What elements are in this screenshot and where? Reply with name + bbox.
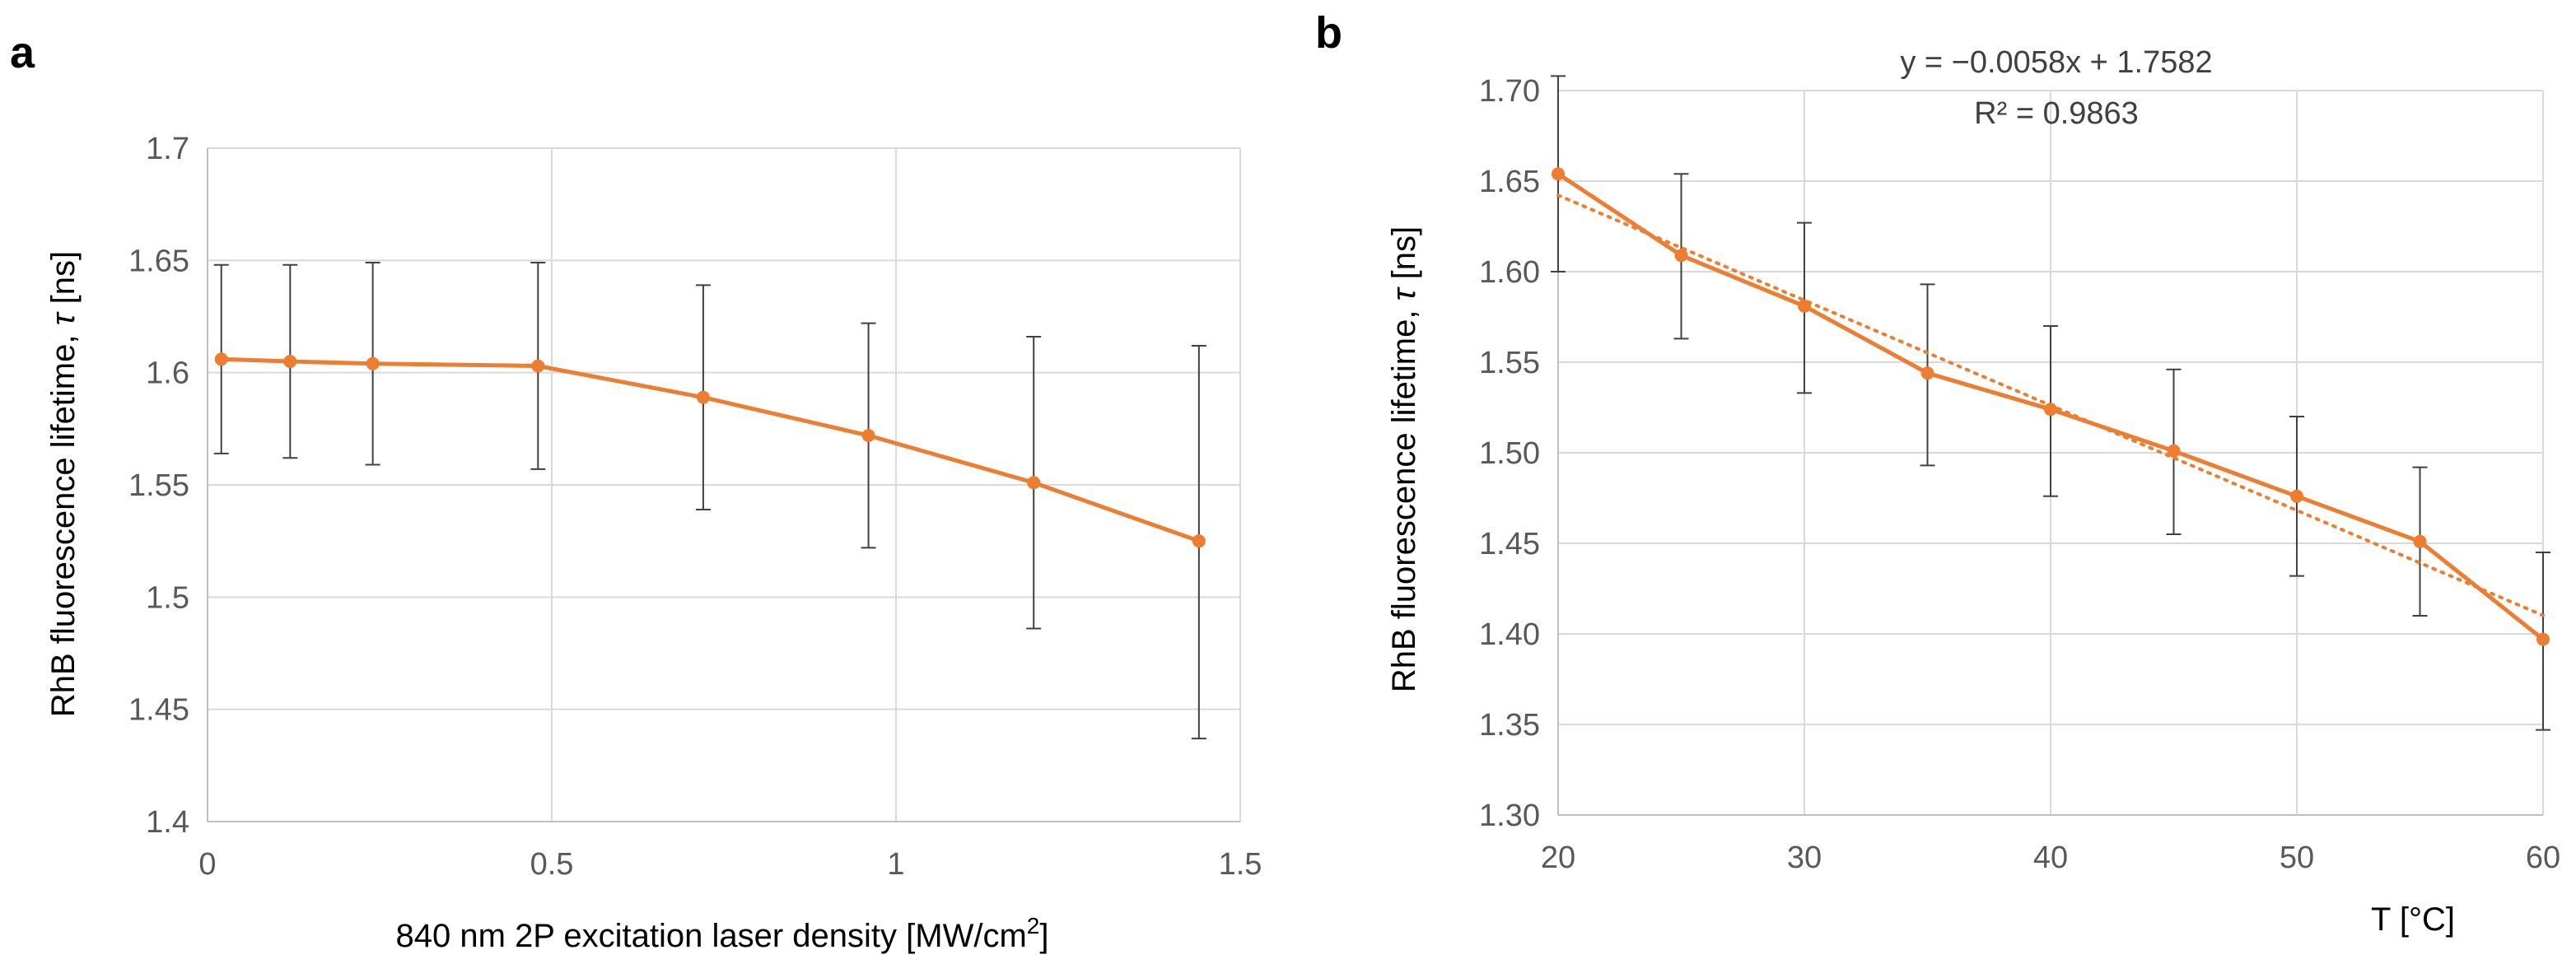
panel-a-gridlines [208, 147, 1241, 822]
panel-a-y-tick-label: 1.4 [146, 805, 189, 840]
panel-b-data-point [2413, 534, 2427, 548]
panel-a-data-point [861, 429, 875, 443]
panel-b-x-tick-label: 50 [2280, 841, 2314, 875]
panel-b-data-point [2536, 632, 2550, 646]
panel-b-data-point [1674, 249, 1688, 263]
panel-b-data-point [2044, 403, 2057, 417]
panel-b-data-point [2167, 444, 2181, 458]
panel-a-letter: a [10, 28, 35, 77]
panel-b-data-point [1552, 167, 1565, 181]
panel-a-y-axis-title: RhB fluorescence lifetime, τ [ns] [45, 251, 82, 717]
panel-b-x-tick-label: 60 [2526, 841, 2560, 875]
panel-a-x-tick-label: 0.5 [530, 847, 574, 882]
panel-a-series-line [219, 356, 1202, 543]
panel-a-data-point [696, 390, 710, 404]
panel-a-y-tick-label: 1.55 [128, 468, 189, 503]
panel-a-x-axis-title: 840 nm 2P excitation laser density [MW/c… [396, 913, 1049, 954]
panel-b-series [1552, 167, 2550, 646]
panel-a-x-tick-label: 1.5 [1219, 847, 1262, 882]
panel-a-x-tick-label: 0 [198, 847, 216, 882]
panel-a-y-tick-label: 1.65 [128, 244, 189, 278]
panel-a-chart: a 1.4 1.45 1.5 1.55 1.6 1.65 1.7 0 0.5 1 1.5 840 n… [10, 28, 1262, 954]
panel-a-y-tick-label: 1.7 [146, 132, 189, 166]
panel-b-y-tick-label: 1.70 [1479, 74, 1540, 109]
panel-b-data-point [1920, 366, 1934, 380]
panel-b-x-tick-label: 30 [1787, 841, 1822, 875]
panel-b-y-tick-label: 1.35 [1479, 708, 1540, 743]
panel-b-y-tick-label: 1.30 [1479, 799, 1540, 833]
panel-b-data-point [1798, 299, 1811, 313]
panel-b-tick-labels: 1.30 1.35 1.40 1.45 1.50 1.55 1.60 1.65 1.70 20 30… [1479, 74, 2560, 875]
panel-a-data-point [531, 359, 545, 373]
panel-a-data-point [214, 352, 228, 366]
panel-b-y-axis-title: RhB fluorescence lifetime, τ [ns] [1386, 226, 1422, 692]
panel-a-tick-labels: 1.4 1.45 1.5 1.55 1.6 1.65 1.7 0 0.5 1 1.5 [128, 132, 1262, 882]
panel-a-error-bars [213, 262, 1206, 740]
panel-b-data-point [2290, 489, 2303, 503]
panel-b-y-tick-label: 1.45 [1479, 527, 1540, 561]
panel-a-y-tick-label: 1.5 [146, 580, 189, 615]
panel-a-x-tick-label: 1 [887, 847, 904, 882]
panel-b-x-axis-title: T [°C] [2371, 901, 2455, 938]
panel-b-x-tick-label: 20 [1541, 841, 1575, 875]
panel-b-y-tick-label: 1.55 [1479, 346, 1540, 380]
panel-b-y-tick-label: 1.50 [1479, 436, 1540, 471]
panel-b-y-tick-label: 1.60 [1479, 255, 1540, 290]
panel-b-chart: b 1.30 1.35 1.40 1.45 1.50 1.55 1.60 1.65 1.70 20… [1315, 8, 2560, 938]
panel-a-y-tick-label: 1.6 [146, 356, 189, 391]
panel-a-data-point [283, 355, 297, 369]
panel-b-letter: b [1315, 8, 1342, 58]
panel-a-axes [207, 148, 1240, 822]
panel-a-data-point [1192, 534, 1206, 548]
panel-a-data-point [366, 356, 380, 370]
panel-b-y-tick-label: 1.40 [1479, 617, 1540, 652]
panel-a-data-point [1027, 476, 1041, 490]
panel-b-y-tick-label: 1.65 [1479, 165, 1540, 199]
panel-a-y-tick-label: 1.45 [128, 693, 189, 728]
panel-b-trendline-r2: R² = 0.9863 [1974, 96, 2139, 131]
panel-b-trendline-equation: y = −0.0058x + 1.7582 [1900, 45, 2212, 80]
panel-b-x-tick-label: 40 [2033, 841, 2068, 875]
panel-a-series [214, 352, 1206, 548]
